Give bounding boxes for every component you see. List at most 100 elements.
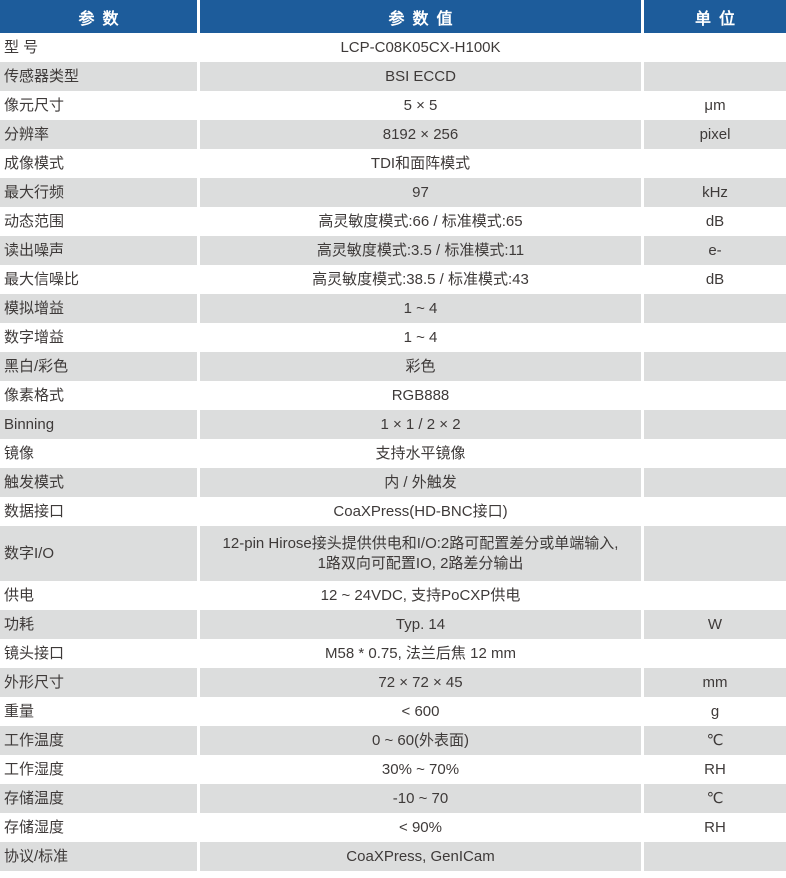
param-value-cell: TDI和面阵模式 xyxy=(370,154,471,172)
param-unit-cell xyxy=(644,410,786,439)
table-row: 供电 12 ~ 24VDC, 支持PoCXP供电 xyxy=(0,581,786,610)
param-unit-cell xyxy=(644,323,786,352)
spec-table-body: 型 号 LCP-C08K05CX-H100K 传感器类型 BSI ECCD 像元尺寸 5 … xyxy=(0,33,786,871)
param-unit-cell: mm xyxy=(644,668,786,697)
table-row: 像元尺寸 5 × 5 μm xyxy=(0,91,786,120)
param-value-cell: M58 * 0.75, 法兰后焦 12 mm xyxy=(325,644,516,662)
param-unit-cell: kHz xyxy=(644,178,786,207)
table-row: 协议/标准 CoaXPress, GenICam xyxy=(0,842,786,871)
table-row: 传感器类型 BSI ECCD xyxy=(0,62,786,91)
table-row: 触发模式内 / 外触发 xyxy=(0,468,786,497)
param-value-cell: 97 xyxy=(200,178,641,207)
param-value-cell: CoaXPress, GenICam xyxy=(200,842,641,871)
param-name-cell: 工作湿度 xyxy=(4,760,65,778)
table-row: 工作温度 0 ~ 60(外表面) ℃ xyxy=(0,726,786,755)
param-value-cell: 1 ~ 4 xyxy=(403,328,438,346)
param-value-cell: 12 ~ 24VDC, 支持PoCXP供电 xyxy=(320,586,521,604)
param-unit-cell: RH xyxy=(704,818,726,836)
param-unit-cell xyxy=(644,439,786,468)
table-row: 最大行频 97 kHz xyxy=(0,178,786,207)
param-name-cell: 型 号 xyxy=(4,38,39,56)
param-name-cell: 功耗 xyxy=(0,610,197,639)
param-unit-cell xyxy=(644,352,786,381)
table-row: 镜头接口 M58 * 0.75, 法兰后焦 12 mm xyxy=(0,639,786,668)
param-unit-cell xyxy=(644,294,786,323)
param-value-cell: RGB888 xyxy=(391,386,450,404)
param-unit-cell xyxy=(644,62,786,91)
table-row: 功耗 Typ. 14 W xyxy=(0,610,786,639)
param-unit-cell: RH xyxy=(704,760,726,778)
param-unit-cell: dB xyxy=(705,270,725,288)
param-name-cell: 最大信噪比 xyxy=(4,270,80,288)
param-name-cell: 存储湿度 xyxy=(4,818,65,836)
param-value-cell: BSI ECCD xyxy=(200,62,641,91)
table-header-row: 参数 参数值 单位 xyxy=(0,0,786,33)
param-name-cell: 供电 xyxy=(4,586,35,604)
param-unit-cell: dB xyxy=(705,212,725,230)
param-unit-cell xyxy=(644,526,786,581)
table-row: 模拟增益 1 ~ 4 xyxy=(0,294,786,323)
table-row: 像素格式 RGB888 xyxy=(0,381,786,410)
param-value-cell: 12-pin Hirose接头提供供电和I/O:2路可配置差分或单端输入, 1路… xyxy=(200,526,641,581)
param-value-cell: 支持水平镜像 xyxy=(375,444,466,462)
param-name-cell: 数据接口 xyxy=(4,502,65,520)
table-row: 读出噪声 高灵敏度模式:3.5 / 标准模式:11 e- xyxy=(0,236,786,265)
param-unit-cell xyxy=(644,33,786,62)
param-value-cell: 彩色 xyxy=(200,352,641,381)
param-unit-cell: W xyxy=(644,610,786,639)
table-row: 存储湿度 < 90% RH xyxy=(0,813,786,842)
table-row: 黑白/彩色 彩色 xyxy=(0,352,786,381)
param-value-cell: 8192 × 256 xyxy=(200,120,641,149)
param-unit-cell xyxy=(644,149,786,178)
param-value-cell: < 90% xyxy=(399,818,442,836)
param-name-cell: 工作温度 xyxy=(0,726,197,755)
param-name-cell: 协议/标准 xyxy=(0,842,197,871)
param-value-cell: CoaXPress(HD-BNC接口) xyxy=(333,502,508,520)
param-unit-cell xyxy=(644,468,786,497)
table-row: 最大信噪比 高灵敏度模式:38.5 / 标准模式:43 dB xyxy=(0,265,786,294)
param-value-cell: 高灵敏度模式:3.5 / 标准模式:11 xyxy=(200,236,641,265)
param-value-cell: 5 × 5 xyxy=(403,96,438,114)
param-value-cell: 30% ~ 70% xyxy=(381,760,460,778)
param-name-cell: 数字I/O xyxy=(0,526,197,581)
param-name-cell: 重量 xyxy=(4,702,35,720)
table-row: Binning 1 × 1 / 2 × 2 xyxy=(0,410,786,439)
param-name-cell: 黑白/彩色 xyxy=(0,352,197,381)
table-row: 动态范围 高灵敏度模式:66 / 标准模式:65 dB xyxy=(0,207,786,236)
table-row: 存储温度 -10 ~ 70 ℃ xyxy=(0,784,786,813)
param-name-cell: 触发模式 xyxy=(0,468,197,497)
param-value-cell: LCP-C08K05CX-H100K xyxy=(340,38,501,56)
table-row: 外形尺寸 72 × 72 × 45 mm xyxy=(0,668,786,697)
param-unit-cell: e- xyxy=(644,236,786,265)
param-value-cell: 高灵敏度模式:38.5 / 标准模式:43 xyxy=(312,270,529,288)
table-row: 数据接口 CoaXPress(HD-BNC接口) xyxy=(0,497,786,526)
table-row: 数字增益 1 ~ 4 xyxy=(0,323,786,352)
param-value-cell: Typ. 14 xyxy=(200,610,641,639)
table-row: 型 号 LCP-C08K05CX-H100K xyxy=(0,33,786,62)
table-row: 工作湿度 30% ~ 70% RH xyxy=(0,755,786,784)
param-unit-cell: pixel xyxy=(644,120,786,149)
table-row: 镜像 支持水平镜像 xyxy=(0,439,786,468)
header-cell-param: 参数 xyxy=(0,0,197,33)
header-cell-unit: 单位 xyxy=(644,0,786,33)
param-name-cell: 存储温度 xyxy=(0,784,197,813)
param-name-cell: 镜像 xyxy=(4,444,35,462)
param-name-cell: 成像模式 xyxy=(4,154,65,172)
param-name-cell: 数字增益 xyxy=(4,328,65,346)
param-unit-cell xyxy=(644,639,786,668)
param-unit-cell xyxy=(644,842,786,871)
param-unit-cell xyxy=(644,581,786,610)
param-name-cell: 外形尺寸 xyxy=(0,668,197,697)
param-value-cell: 1 ~ 4 xyxy=(200,294,641,323)
header-cell-value: 参数值 xyxy=(200,0,641,33)
param-name-cell: 动态范围 xyxy=(4,212,65,230)
param-name-cell: 镜头接口 xyxy=(4,644,65,662)
param-name-cell: 像素格式 xyxy=(4,386,65,404)
param-value-cell: 72 × 72 × 45 xyxy=(200,668,641,697)
param-unit-cell xyxy=(644,381,786,410)
param-unit-cell: ℃ xyxy=(644,726,786,755)
param-name-cell: 传感器类型 xyxy=(0,62,197,91)
param-unit-cell: g xyxy=(710,702,720,720)
